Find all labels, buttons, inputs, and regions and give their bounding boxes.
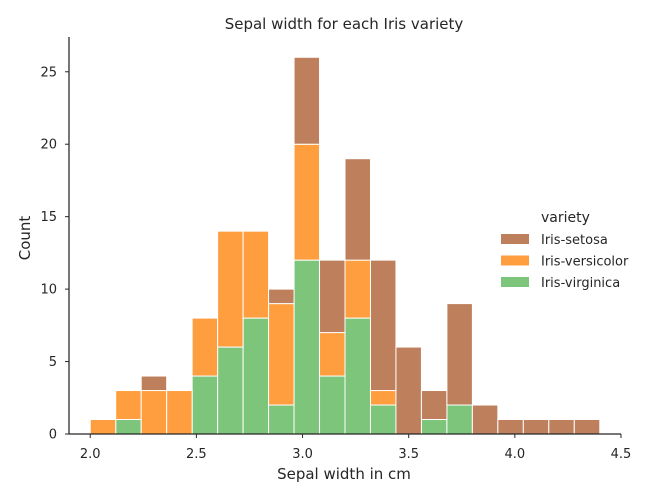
x-tick-label: 3.0 (292, 447, 313, 462)
legend-swatch-iris-setosa (501, 234, 529, 244)
bar-iris-versicolor-bin-1 (115, 390, 142, 421)
bar-iris-versicolor-bin-3 (166, 390, 193, 435)
bar-iris-setosa-bin-19 (573, 419, 601, 435)
x-axis-title: Sepal width in cm (277, 465, 411, 483)
legend: variety Iris-setosa Iris-versicolor Iris-v… (501, 210, 629, 291)
bar-iris-setosa-bin-14 (446, 303, 473, 406)
axes-group (68, 37, 621, 435)
bar-iris-setosa-bin-9 (319, 259, 346, 334)
bar-iris-versicolor-bin-7 (268, 303, 295, 406)
bar-iris-setosa-bin-7 (268, 288, 295, 305)
bar-iris-setosa-bin-17 (522, 419, 550, 435)
bar-iris-setosa-bin-2 (140, 375, 168, 392)
bar-iris-setosa-bin-18 (548, 419, 575, 435)
bar-iris-virginica-bin-1 (115, 419, 142, 435)
bar-iris-virginica-bin-6 (242, 317, 270, 435)
bar-iris-setosa-bin-10 (344, 158, 371, 261)
legend-label-iris-virginica: Iris-virginica (541, 276, 620, 291)
x-tick-label: 4.0 (505, 447, 526, 462)
y-tick-label: 15 (40, 210, 57, 225)
x-tick-label: 2.5 (186, 447, 207, 462)
bar-iris-versicolor-bin-2 (140, 390, 168, 435)
y-tick-label: 5 (49, 355, 57, 370)
y-tick-label: 0 (49, 428, 57, 443)
bar-iris-versicolor-bin-6 (242, 230, 270, 319)
bar-iris-versicolor-bin-11 (369, 390, 397, 406)
y-tick-label: 20 (40, 138, 57, 153)
legend-swatch-iris-virginica (501, 277, 529, 287)
bar-iris-setosa-bin-12 (395, 346, 422, 435)
bar-iris-versicolor-bin-8 (293, 143, 321, 261)
x-tick-label: 3.5 (398, 447, 419, 462)
y-tick-labels: 0 5 10 15 20 25 (40, 65, 69, 443)
bar-iris-virginica-bin-7 (268, 404, 295, 435)
bar-iris-versicolor-bin-4 (191, 317, 219, 377)
legend-swatch-iris-versicolor (501, 255, 529, 266)
bar-iris-virginica-bin-13 (420, 419, 448, 435)
bar-iris-versicolor-bin-0 (89, 419, 117, 435)
bar-iris-virginica-bin-4 (191, 375, 219, 435)
bar-iris-setosa-bin-16 (497, 419, 524, 435)
bar-iris-virginica-bin-10 (344, 317, 371, 435)
bar-iris-setosa-bin-11 (369, 259, 397, 392)
y-axis-title: Count (16, 216, 34, 261)
y-tick-label: 25 (40, 65, 57, 80)
x-tick-label: 2.0 (80, 447, 101, 462)
bar-iris-versicolor-bin-9 (319, 332, 346, 377)
bar-iris-virginica-bin-8 (293, 259, 321, 435)
bar-iris-versicolor-bin-5 (217, 230, 244, 348)
bar-iris-virginica-bin-9 (319, 375, 346, 435)
bar-iris-setosa-bin-13 (420, 390, 448, 421)
bars-group (89, 56, 601, 435)
legend-label-iris-setosa: Iris-setosa (541, 233, 608, 248)
bar-iris-setosa-bin-8 (293, 56, 321, 145)
bar-iris-virginica-bin-5 (217, 346, 244, 435)
x-tick-labels: 2.0 2.5 3.0 3.5 4.0 4.5 (80, 434, 631, 462)
bar-iris-virginica-bin-11 (369, 404, 397, 435)
legend-label-iris-versicolor: Iris-versicolor (541, 255, 629, 270)
chart-title: Sepal width for each Iris variety (225, 15, 464, 33)
legend-title: variety (541, 210, 590, 226)
x-tick-label: 4.5 (611, 447, 632, 462)
bar-iris-virginica-bin-14 (446, 404, 473, 435)
bar-iris-versicolor-bin-10 (344, 259, 371, 319)
bar-iris-setosa-bin-15 (471, 404, 499, 435)
y-tick-label: 10 (40, 283, 57, 298)
